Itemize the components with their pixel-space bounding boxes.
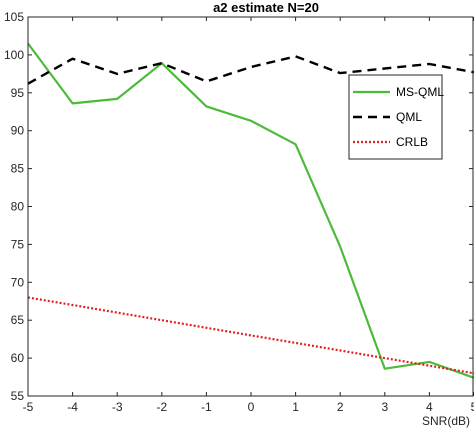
legend-label-qml: QML [396, 110, 422, 124]
x-tick-label: -3 [112, 400, 123, 414]
x-tick-label: -2 [156, 400, 167, 414]
legend: MS-QML QML CRLB [348, 74, 444, 160]
x-tick-label: -5 [23, 400, 34, 414]
y-tick-label: 85 [11, 162, 25, 176]
y-tick-label: 95 [11, 86, 25, 100]
y-tick-label: 75 [11, 237, 25, 251]
y-tick-label: 65 [11, 313, 25, 327]
chart-title: a2 estimate N=20 [213, 0, 319, 15]
y-tick-label: 105 [4, 10, 24, 24]
y-tick-label: 55 [11, 389, 25, 403]
legend-box [348, 74, 443, 160]
y-tick-label: 80 [11, 200, 25, 214]
x-tick-label: 1 [292, 400, 299, 414]
x-tick-label: -1 [201, 400, 212, 414]
x-tick-label: -4 [67, 400, 78, 414]
x-tick-label: 3 [381, 400, 388, 414]
series-line-ms-qml [27, 42, 474, 379]
x-tick-label: 2 [337, 400, 344, 414]
axes-frame [27, 16, 474, 397]
series-line-crlb [27, 296, 474, 375]
y-tick-label: 100 [4, 48, 24, 62]
x-tick-label: 0 [248, 400, 255, 414]
series-line-qml [27, 55, 474, 85]
y-tick-label: 90 [11, 124, 25, 138]
legend-label-crlb: CRLB [396, 135, 428, 149]
x-tick-label: 5 [471, 400, 474, 414]
y-tick-label: 60 [11, 351, 25, 365]
legend-label-ms-qml: MS-QML [396, 85, 444, 99]
x-tick-label: 4 [426, 400, 433, 414]
x-axis-label: SNR(dB) [422, 414, 470, 428]
y-tick-label: 70 [11, 275, 25, 289]
